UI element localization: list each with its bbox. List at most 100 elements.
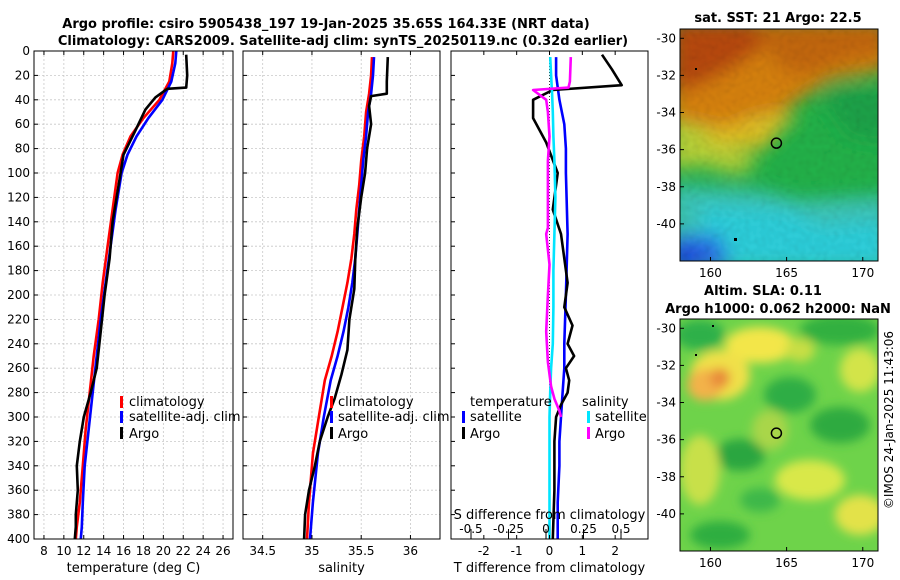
y-tick-label: 200 [7, 288, 30, 302]
map-y-tick-label: -32 [656, 68, 676, 82]
series-line-climatology [74, 50, 175, 540]
sst-map [680, 29, 878, 261]
legend-group-salinity: salinity [582, 395, 629, 410]
map-x-tick-label: 160 [699, 556, 722, 570]
y-tick-label: 380 [7, 508, 30, 522]
y-tick-label: 120 [7, 190, 30, 204]
map-y-tick-label: -34 [656, 106, 676, 120]
sla-speck [695, 354, 697, 356]
x-tick-label: 14 [96, 544, 111, 558]
x-tick-label: 18 [136, 544, 151, 558]
sla-map-title: Altim. SLA: 0.11 [704, 284, 822, 299]
sst-map-axes: 160 165 170 -30 -32 -34 -36 -38 -40 [656, 31, 874, 280]
y-tick-label: 100 [7, 166, 30, 180]
map-y-tick-label: -30 [656, 321, 676, 335]
temperature-panel: 8 10 12 14 16 18 20 22 24 26 temperature (deg C) 0 2… [7, 44, 234, 576]
map-y-tick-label: -34 [656, 396, 676, 410]
salinity-legend: climatology satellite-adj. clim Argo [330, 395, 450, 442]
x-tick-label: 0 [546, 544, 554, 558]
y-tick-label: 20 [15, 68, 30, 82]
sst-argo-location-marker [770, 137, 783, 149]
x2-axis-label: S difference from climatology [454, 508, 646, 523]
y-tick-label: 360 [7, 483, 30, 497]
x2-tick-label: 0.25 [570, 522, 597, 536]
map-x-tick-label: 170 [851, 556, 874, 570]
x-tick-label: 8 [40, 544, 48, 558]
figure-title-line1: Argo profile: csiro 5905438_197 19-Jan-2… [62, 17, 589, 32]
sst-map-title: sat. SST: 21 Argo: 22.5 [694, 11, 861, 26]
x-tick-label: 20 [156, 544, 171, 558]
series-line-climatology [305, 57, 374, 540]
legend-label-satellite: satellite-adj. clim [338, 410, 450, 425]
x2-tick-label: 0.5 [611, 522, 630, 536]
x2-tick-label: 0 [542, 522, 550, 536]
series-line-satellite-salinity- [548, 57, 557, 539]
x-tick-label: 26 [215, 544, 230, 558]
legend-swatch-argo [330, 427, 333, 439]
series-line-argo [73, 54, 189, 540]
x-tick-label: 1 [579, 544, 587, 558]
x-tick-label: 22 [176, 544, 191, 558]
legend-swatch-argo-salinity [587, 427, 590, 439]
map-x-tick-label: 165 [775, 266, 798, 280]
x-tick-label: 24 [196, 544, 211, 558]
legend-label-argo-salinity: Argo [595, 427, 625, 442]
x-tick-label: 35 [304, 544, 319, 558]
map-y-tick-label: -30 [656, 31, 676, 45]
legend-swatch-satellite [330, 411, 333, 423]
sla-speck [712, 325, 714, 327]
y-tick-label: 320 [7, 434, 30, 448]
legend-swatch-argo-temperature [462, 427, 465, 439]
sla-map-frame [679, 318, 879, 552]
y-tick-label: 180 [7, 264, 30, 278]
x-tick-label: -1 [511, 544, 523, 558]
x-tick-label: 36 [403, 544, 418, 558]
x-axis-label: T difference from climatology [453, 561, 646, 576]
y-tick-label: 240 [7, 337, 30, 351]
legend-label-climatology: climatology [129, 395, 205, 410]
x2-tick-label: -0.25 [493, 522, 524, 536]
y-tick-label: 300 [7, 410, 30, 424]
map-y-tick-label: -38 [656, 470, 676, 484]
series-line-argo [302, 57, 390, 540]
legend-label-argo: Argo [338, 427, 368, 442]
legend-swatch-sat-temperature [462, 411, 465, 423]
x-tick-label: -2 [478, 544, 490, 558]
y-tick-label: 80 [15, 142, 30, 156]
x-tick-label: 16 [116, 544, 131, 558]
x-tick-label: 35.5 [348, 544, 375, 558]
temperature-legend: climatology satellite-adj. clim Argo [120, 395, 241, 442]
x-tick-label: 12 [76, 544, 91, 558]
salinity-panel: 34.5 35 35.5 36 salinity [242, 50, 441, 576]
legend-label-argo-temperature: Argo [470, 427, 500, 442]
map-x-tick-label: 170 [851, 266, 874, 280]
legend-group-temperature: temperature [470, 395, 552, 410]
series-line-argo-salinity- [531, 57, 573, 418]
x-tick-label: 10 [56, 544, 71, 558]
x-tick-label: 34.5 [249, 544, 276, 558]
legend-swatch-satellite [120, 411, 123, 423]
x2-tick-label: -0.5 [459, 522, 482, 536]
legend-label-argo: Argo [129, 427, 159, 442]
y-tick-label: 400 [7, 532, 30, 546]
map-x-tick-label: 160 [699, 266, 722, 280]
map-y-tick-label: -40 [656, 217, 676, 231]
sst-speck [734, 238, 737, 241]
map-y-tick-label: -36 [656, 143, 676, 157]
y-tick-label: 0 [22, 44, 30, 58]
x-axis-label: salinity [318, 561, 365, 576]
sla-map-axes: 160 165 170 -30 -32 -34 -36 -38 -40 [656, 321, 874, 570]
figure-title-line2: Climatology: CARS2009. Satellite-adj cli… [58, 34, 628, 49]
y-tick-label: 260 [7, 361, 30, 375]
y-tick-label: 160 [7, 239, 30, 253]
difference-legend: temperature satellite Argo salinity sate… [462, 395, 647, 442]
map-x-tick-label: 165 [775, 556, 798, 570]
y-tick-label: 140 [7, 215, 30, 229]
x-tick-label: 2 [611, 544, 619, 558]
imos-timestamp: ©IMOS 24-Jan-2025 11:43:06 [882, 331, 896, 509]
legend-swatch-climatology [120, 396, 123, 408]
legend-swatch-climatology [330, 396, 333, 408]
sla-argo-location-marker [770, 427, 783, 439]
